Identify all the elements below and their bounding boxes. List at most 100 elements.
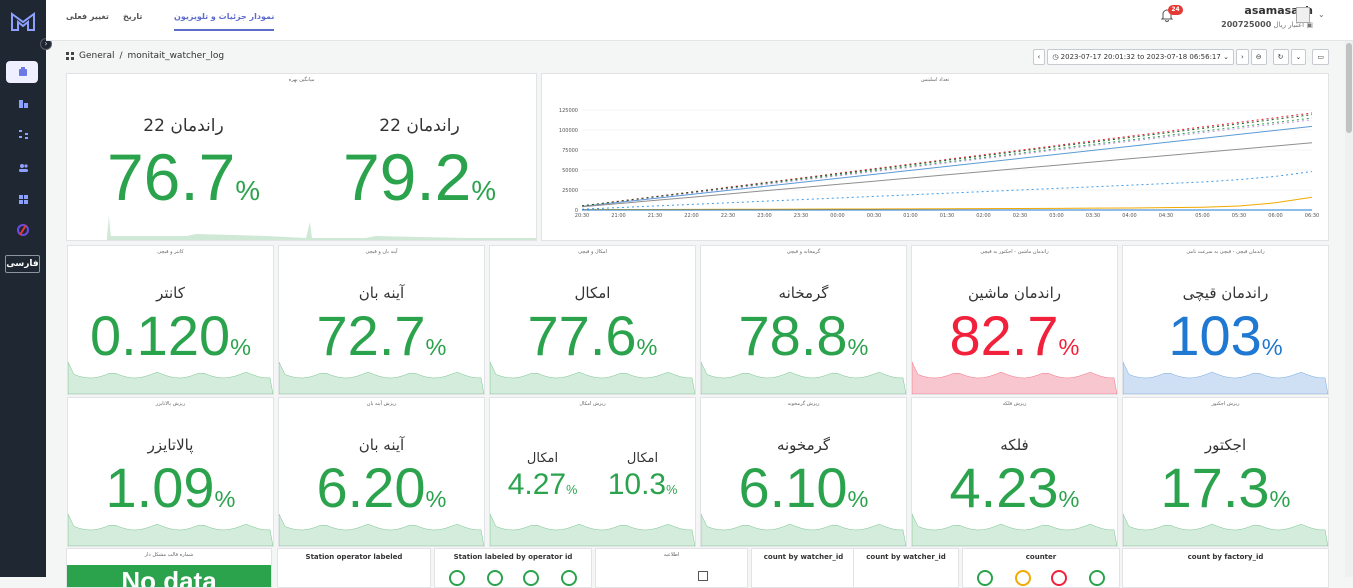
user-info[interactable]: asamasach اعتبار ریال 200725000 ▣ (1221, 4, 1313, 29)
stat-value: 10.3% (607, 468, 678, 501)
dashboard-icon (19, 67, 27, 76)
panel-title: اطلاعیه (663, 552, 680, 558)
clock-icon: ◷ (1052, 53, 1061, 61)
stat-label: امکال (574, 284, 611, 302)
x-tick-label: 23:30 (794, 213, 808, 219)
tv-mode-button[interactable]: ▭ (1312, 49, 1329, 65)
x-tick-label: 21:30 (648, 213, 662, 219)
scrollbar[interactable] (1345, 41, 1353, 577)
sparkline (68, 513, 273, 546)
panel-title: Station operator labeled (305, 553, 403, 561)
panel-title: Station labeled by operator id (453, 553, 573, 561)
sidebar-item-hierarchy[interactable] (14, 125, 32, 143)
avatar[interactable] (1296, 7, 1310, 23)
gauge (1051, 570, 1067, 586)
panel-title: کانتر و قیچی (157, 249, 184, 255)
sidebar-item-buildings[interactable] (14, 94, 32, 112)
monitor-icon: ▭ (1317, 53, 1324, 61)
sidebar-item-apps[interactable] (14, 190, 32, 208)
series-line[interactable] (581, 196, 1313, 211)
chevron-down-icon: ⌄ (1295, 53, 1302, 61)
panel-title: count by watcher_id (763, 553, 844, 561)
stat-value: 4.27% (507, 468, 578, 501)
stat-panel: امکال و قیچی امکال 77.6% (489, 245, 696, 395)
x-tick-label: 23:00 (757, 213, 771, 219)
logo-icon[interactable] (10, 10, 36, 34)
y-tick-label: 50000 (562, 168, 578, 174)
time-forward-button[interactable]: › (1235, 49, 1249, 65)
time-range-label: 2023-07-17 20:01:32 to 2023-07-18 06:56:… (1060, 53, 1221, 61)
apps-icon (18, 194, 28, 204)
notification-badge: 24 (1168, 5, 1183, 15)
credit-label: اعتبار ریال (1273, 21, 1305, 29)
sidebar-item-users[interactable] (14, 158, 32, 176)
time-back-button[interactable]: ‹ (1032, 49, 1046, 65)
sparkline (68, 361, 273, 394)
sidebar: › فارسی (0, 0, 52, 577)
panel-title: راندمان ماشین - اجکتور به قیچی (980, 249, 1049, 255)
chevron-down-icon: ⌄ (1220, 53, 1229, 61)
stat-panel: راندمان قیچی - قیچی به سرعت نامی راندمان … (1122, 245, 1329, 395)
stat-panel: ریزش آینه بان آینه بان 6.20% (278, 397, 485, 547)
stat-value: 6.20% (316, 456, 447, 519)
x-tick-label: 21:00 (611, 213, 625, 219)
stat-value: 1.09% (105, 456, 236, 519)
bottom-panel: count by factory_id (1122, 548, 1329, 588)
grid-icon (66, 52, 74, 60)
breadcrumb: General / monitait_watcher_log (66, 51, 224, 61)
panel-title: ریزش امکال (579, 401, 606, 407)
line-chart[interactable]: 0 25000 50000 75000 100000 125000 20:30 21:00 21… (542, 92, 1328, 232)
stat-label: راندمان ماشین (968, 284, 1061, 302)
panel-title: امکال و قیچی (578, 249, 607, 255)
stat-label: فلکه (1000, 436, 1029, 454)
user-credit: اعتبار ریال 200725000 ▣ (1221, 20, 1313, 29)
panel-title: ریزش فلکه (1002, 401, 1027, 407)
panel-title: میانگین بهره (288, 77, 315, 83)
breadcrumb-folder[interactable]: General (79, 51, 115, 61)
y-tick-label: 25000 (562, 188, 578, 194)
stat-panel: ریزش اجکتور اجکتور 17.3% (1122, 397, 1329, 547)
series-line[interactable] (581, 114, 1313, 207)
bottom-panel: counter (962, 548, 1120, 588)
wallet-icon: ▣ (1306, 21, 1313, 29)
bottom-panel: Station operator labeled (277, 548, 431, 588)
stat-label: کانتر (156, 284, 185, 302)
tab-current-shift[interactable]: تغییر فعلی (66, 12, 109, 21)
sparkline (701, 513, 906, 546)
series-line[interactable] (581, 171, 1313, 210)
stat-label: گرمخانه (778, 284, 829, 302)
sparkline (279, 513, 484, 546)
stat-label: راندمان 22 (379, 116, 460, 136)
sidebar-item-brand[interactable] (14, 221, 32, 239)
tab-details-tv[interactable]: نمودار جزئیات و تلویزیون (174, 12, 275, 31)
series-line[interactable] (581, 125, 1313, 207)
stat-label: امکال (526, 451, 559, 466)
chevron-down-icon[interactable]: ⌄ (1318, 10, 1325, 19)
zoom-out-icon: ⊖ (1255, 53, 1262, 61)
stat-panel: ریزش فلکه فلکه 4.23% (911, 397, 1118, 547)
language-button[interactable]: فارسی (5, 255, 40, 273)
info-icon (698, 571, 708, 581)
sparkline (490, 513, 695, 546)
x-tick-label: 02:30 (1013, 213, 1027, 219)
stat-label: آینه بان (358, 284, 405, 302)
y-tick-label: 75000 (562, 148, 578, 154)
panel-title: ریزش آینه بان (366, 401, 397, 407)
tab-history[interactable]: تاریخ (123, 12, 143, 21)
series-line[interactable] (581, 142, 1313, 208)
stat-value: 0.120% (89, 304, 252, 367)
bottom-panel: Station labeled by operator id (434, 548, 592, 588)
panel-title: گرمخانه و قیچی (786, 249, 821, 255)
stat-panel: گرمخانه و قیچی گرمخانه 78.8% (700, 245, 907, 395)
sidebar-item-dashboard[interactable] (14, 63, 32, 81)
users-icon (18, 163, 28, 172)
gauge (561, 570, 577, 586)
x-tick-label: 03:00 (1049, 213, 1063, 219)
scrollbar-thumb[interactable] (1346, 43, 1352, 133)
stat-value: 103% (1168, 304, 1283, 367)
time-range-picker[interactable]: ◷ 2023-07-17 20:01:32 to 2023-07-18 06:5… (1047, 49, 1234, 65)
stat-panel: آینه بان و قیچی آینه بان 72.7% (278, 245, 485, 395)
refresh-button[interactable]: ↻ (1272, 49, 1289, 65)
refresh-interval-dropdown[interactable]: ⌄ (1290, 49, 1307, 65)
zoom-out-button[interactable]: ⊖ (1250, 49, 1267, 65)
